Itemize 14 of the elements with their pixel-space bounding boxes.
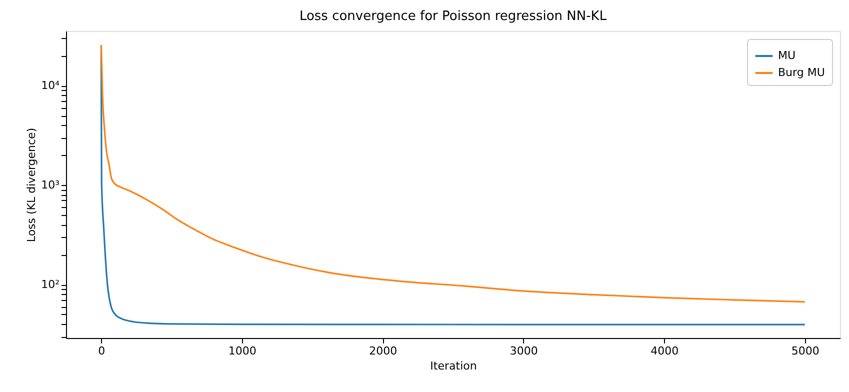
chart-title: Loss convergence for Poisson regression NN-KL <box>299 9 608 24</box>
y-tick-label: 10³ <box>41 178 60 192</box>
x-tick-label: 3000 <box>510 344 538 358</box>
y-tick-label: 10² <box>41 278 60 292</box>
x-tick-label: 5000 <box>791 344 820 358</box>
legend-label: Burg MU <box>778 66 825 79</box>
x-tick-label: 0 <box>98 344 106 358</box>
x-tick-label: 4000 <box>650 344 679 358</box>
y-tick-label: 10⁴ <box>41 79 60 92</box>
y-axis-title: Loss (KL divergence) <box>25 128 38 242</box>
x-tick-label: 1000 <box>228 344 256 358</box>
legend-label: MU <box>778 49 796 62</box>
x-axis-title: Iteration <box>430 360 477 372</box>
x-tick-label: 2000 <box>369 344 398 358</box>
